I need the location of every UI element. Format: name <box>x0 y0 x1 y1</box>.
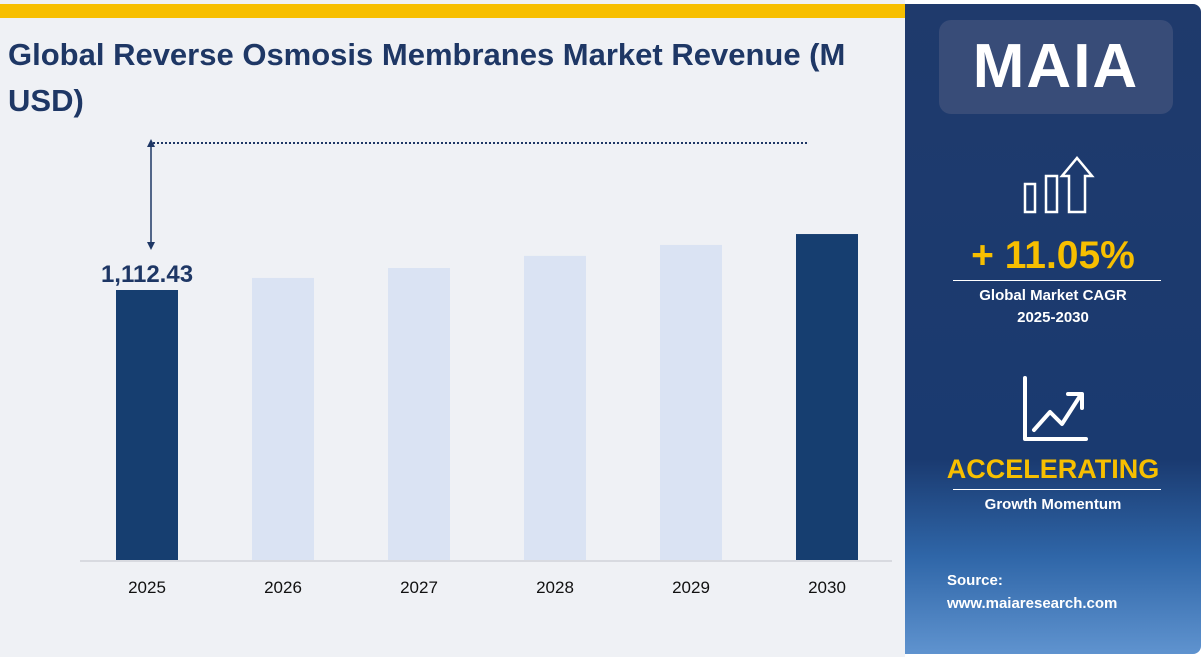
arrow-head-down <box>147 242 155 250</box>
bar-2027 <box>388 268 450 560</box>
momentum-value: ACCELERATING <box>946 454 1160 484</box>
bar-chart-up-arrow-icon <box>1023 156 1095 214</box>
line-chart-trend-icon <box>1023 376 1088 441</box>
accent-bar <box>0 4 905 18</box>
summary-sidebar: MAIA + 11.05% Global Market CAGR 2025-20… <box>905 4 1201 654</box>
x-tick-label: 2025 <box>128 578 166 597</box>
cagr-period: 2025-2030 <box>1017 309 1089 326</box>
divider <box>953 489 1161 490</box>
x-tick-label: 2030 <box>808 578 846 597</box>
momentum-label: Growth Momentum <box>984 496 1122 513</box>
bar-chart: 2025 1,112.43 2026 2027 2028 2029 2030 <box>80 139 892 597</box>
x-tick-label: 2029 <box>672 578 710 597</box>
bar-2026 <box>252 277 314 560</box>
bar-2028 <box>524 255 586 560</box>
bar-2029 <box>660 244 722 560</box>
x-tick-label: 2026 <box>264 578 302 597</box>
source-url[interactable]: www.maiaresearch.com <box>947 595 1118 612</box>
divider <box>953 280 1161 281</box>
x-tick-label: 2028 <box>536 578 574 597</box>
bar-2030 <box>796 234 858 561</box>
cagr-value: + 11.05% <box>971 234 1135 277</box>
source-label: Source: <box>947 572 1003 589</box>
bar-2025 <box>116 290 178 560</box>
data-label: 1,112.43 <box>101 261 193 288</box>
cagr-label: Global Market CAGR <box>979 287 1127 304</box>
chart-panel: Global Reverse Osmosis Membranes Market … <box>0 0 905 657</box>
chart-title: Global Reverse Osmosis Membranes Market … <box>8 37 846 118</box>
arrow-head-up <box>147 139 155 147</box>
x-tick-label: 2027 <box>400 578 438 597</box>
maia-logo: MAIA <box>939 20 1173 114</box>
